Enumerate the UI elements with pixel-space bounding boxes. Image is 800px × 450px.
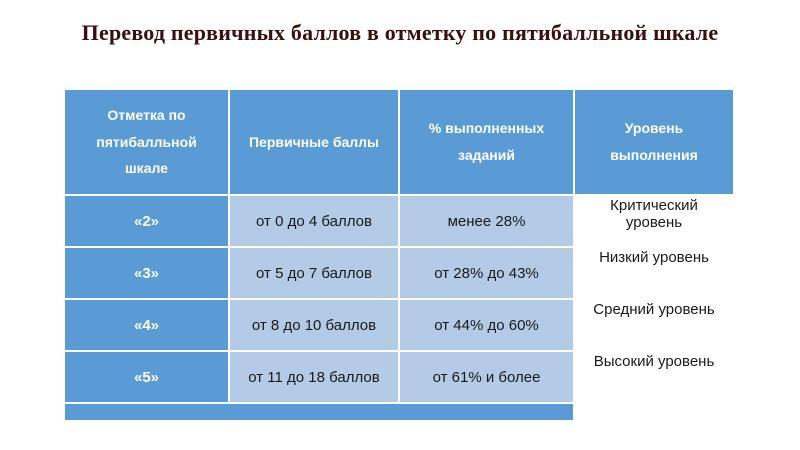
table-cell-level: Низкий уровень xyxy=(575,248,733,298)
table-cell-points: от 0 до 4 баллов xyxy=(230,196,398,246)
table-cell-level: Высокий уровень xyxy=(575,352,733,402)
table-cell-percent: от 61% и более xyxy=(400,352,573,402)
column-header-points: Первичные баллы xyxy=(230,90,398,194)
table-cell-percent: от 28% до 43% xyxy=(400,248,573,298)
score-conversion-table: Отметка по пятибалльной шкале Первичные … xyxy=(65,90,733,420)
slide-title: Перевод первичных баллов в отметку по пя… xyxy=(81,20,719,45)
table-cell-level: Критический уровень xyxy=(575,196,733,246)
table-cell-percent: от 44% до 60% xyxy=(400,300,573,350)
column-header-level: Уровень выполнения xyxy=(575,90,733,194)
column-header-mark: Отметка по пятибалльной шкале xyxy=(65,90,228,194)
table-cell-mark: «4» xyxy=(65,300,228,350)
table-cell-level: Средний уровень xyxy=(575,300,733,350)
table-cell-points: от 11 до 18 баллов xyxy=(230,352,398,402)
table-cell-mark: «2» xyxy=(65,196,228,246)
column-header-percent: % выполненных заданий xyxy=(400,90,573,194)
table-footer-bar xyxy=(65,404,573,420)
table-footer-empty-cell xyxy=(575,404,733,420)
table-cell-mark: «3» xyxy=(65,248,228,298)
table-cell-mark: «5» xyxy=(65,352,228,402)
table-cell-points: от 8 до 10 баллов xyxy=(230,300,398,350)
table-cell-points: от 5 до 7 баллов xyxy=(230,248,398,298)
table-cell-percent: менее 28% xyxy=(400,196,573,246)
